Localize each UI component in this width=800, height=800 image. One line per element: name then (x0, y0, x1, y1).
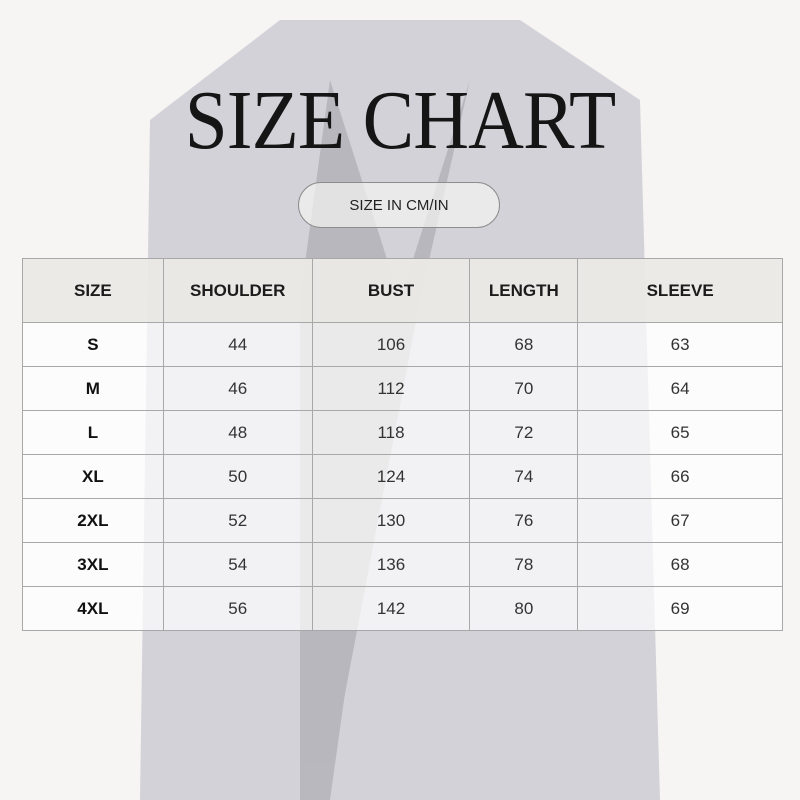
table-row: 3XL 54 136 78 68 (22, 542, 783, 587)
measurement-cell: 50 (162, 454, 313, 499)
measurement-cell: 72 (469, 410, 579, 455)
measurement-cell: 67 (577, 498, 783, 543)
measurement-cell: 46 (162, 366, 313, 411)
table-row: M 46 112 70 64 (22, 366, 783, 411)
column-header-sleeve: SLEEVE (577, 258, 783, 323)
measurement-cell: 78 (469, 542, 579, 587)
table-row: 2XL 52 130 76 67 (22, 498, 783, 543)
unit-toggle-button[interactable]: SIZE IN CM/IN (298, 182, 500, 228)
measurement-cell: 64 (577, 366, 783, 411)
column-header-shoulder: SHOULDER (162, 258, 313, 323)
size-cell: L (22, 410, 164, 455)
size-cell: M (22, 366, 164, 411)
column-header-size: SIZE (22, 258, 164, 323)
table-row: L 48 118 72 65 (22, 410, 783, 455)
measurement-cell: 118 (311, 410, 471, 455)
measurement-cell: 68 (577, 542, 783, 587)
measurement-cell: 74 (469, 454, 579, 499)
measurement-cell: 44 (162, 322, 313, 367)
measurement-cell: 130 (311, 498, 471, 543)
column-header-length: LENGTH (469, 258, 579, 323)
measurement-cell: 68 (469, 322, 579, 367)
measurement-cell: 112 (311, 366, 471, 411)
measurement-cell: 65 (577, 410, 783, 455)
measurement-cell: 80 (469, 586, 579, 631)
measurement-cell: 136 (311, 542, 471, 587)
size-table: SIZE SHOULDER BUST LENGTH SLEEVE S 44 106 68 63 M… (22, 258, 783, 631)
table-row: XL 50 124 74 66 (22, 454, 783, 499)
measurement-cell: 69 (577, 586, 783, 631)
size-cell: 4XL (22, 586, 164, 631)
unit-toggle-label: SIZE IN CM/IN (349, 196, 449, 214)
measurement-cell: 70 (469, 366, 579, 411)
header-row: SIZE SHOULDER BUST LENGTH SLEEVE (22, 258, 783, 323)
measurement-cell: 54 (162, 542, 313, 587)
measurement-cell: 63 (577, 322, 783, 367)
measurement-cell: 106 (311, 322, 471, 367)
column-header-bust: BUST (311, 258, 471, 323)
measurement-cell: 124 (311, 454, 471, 499)
table-row: 4XL 56 142 80 69 (22, 586, 783, 631)
measurement-cell: 142 (311, 586, 471, 631)
table-row: S 44 106 68 63 (22, 322, 783, 367)
measurement-cell: 48 (162, 410, 313, 455)
measurement-cell: 56 (162, 586, 313, 631)
size-cell: 3XL (22, 542, 164, 587)
size-cell: S (22, 322, 164, 367)
measurement-cell: 66 (577, 454, 783, 499)
size-cell: 2XL (22, 498, 164, 543)
page-title: SIZE CHART (184, 74, 616, 167)
measurement-cell: 76 (469, 498, 579, 543)
measurement-cell: 52 (162, 498, 313, 543)
size-cell: XL (22, 454, 164, 499)
